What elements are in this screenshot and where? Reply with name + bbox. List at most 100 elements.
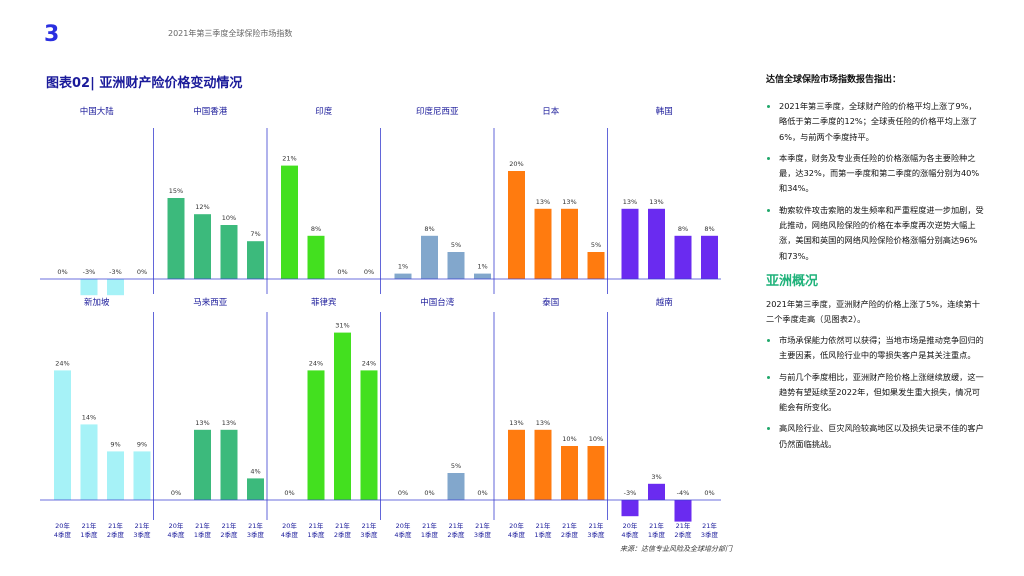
panel-title: 中国台湾 xyxy=(420,297,455,308)
tick-label: 1季度 xyxy=(534,530,552,539)
panel-title: 越南 xyxy=(656,297,673,308)
tick-label: 20年 xyxy=(396,521,411,530)
section-title: 亚洲概况 xyxy=(766,273,819,289)
tick-label: 2季度 xyxy=(334,530,352,539)
data-label: 5% xyxy=(451,241,461,249)
tick-label: 2季度 xyxy=(674,530,692,539)
bar xyxy=(247,241,264,279)
tick-label: 21年 xyxy=(676,521,691,530)
data-label: 13% xyxy=(623,198,637,206)
bar xyxy=(394,273,412,279)
tick-label: 21年 xyxy=(589,521,604,530)
panel-title: 中国香港 xyxy=(193,106,228,117)
bar xyxy=(648,208,665,279)
bar xyxy=(307,370,325,500)
tick-label: 3季度 xyxy=(247,530,265,539)
tick-label: 3季度 xyxy=(701,530,719,539)
tick-label: 2季度 xyxy=(107,530,125,539)
data-label: 10% xyxy=(589,435,603,443)
panel-title: 韩国 xyxy=(656,106,673,117)
bar xyxy=(508,171,525,279)
bar xyxy=(621,500,639,517)
data-label: 0% xyxy=(284,489,294,497)
bar xyxy=(561,446,578,500)
data-label: 31% xyxy=(335,322,349,330)
tick-label: 3季度 xyxy=(587,530,605,539)
bar xyxy=(674,500,692,522)
data-label: 13% xyxy=(509,419,523,427)
data-label: 1% xyxy=(477,263,487,271)
tick-label: 21年 xyxy=(195,521,210,530)
panel-title: 泰国 xyxy=(542,297,559,308)
tick-label: 21年 xyxy=(82,521,97,530)
data-label: 24% xyxy=(362,359,376,367)
tick-label: 2季度 xyxy=(220,530,238,539)
tick-label: 21年 xyxy=(135,521,150,530)
tick-label: 21年 xyxy=(362,521,377,530)
bar xyxy=(334,332,351,500)
data-label: 10% xyxy=(562,435,576,443)
data-label: 14% xyxy=(82,413,96,421)
tick-label: 21年 xyxy=(449,521,464,530)
bar xyxy=(220,429,238,500)
bar xyxy=(701,235,718,279)
data-label: 20% xyxy=(509,160,523,168)
bar xyxy=(587,252,605,279)
data-label: 13% xyxy=(536,198,550,206)
tick-label: 2季度 xyxy=(561,530,579,539)
panel-title: 菲律宾 xyxy=(311,297,337,308)
data-label: -3% xyxy=(109,268,122,276)
tick-label: 3季度 xyxy=(133,530,151,539)
bar xyxy=(508,429,525,500)
data-label: -3% xyxy=(624,489,637,497)
bar xyxy=(194,429,211,500)
bullet-icon xyxy=(767,208,770,212)
bar xyxy=(194,214,211,279)
data-label: 13% xyxy=(649,198,663,206)
key-findings-list: 2021年第三季度，全球财产险的价格平均上涨了9%，略低于第二季度的12%；全球… xyxy=(766,99,984,264)
data-label: 0% xyxy=(424,489,434,497)
tick-label: 21年 xyxy=(475,521,490,530)
bullet-icon xyxy=(767,156,770,160)
data-label: 0% xyxy=(477,489,487,497)
panel-title: 中国大陆 xyxy=(80,106,115,117)
tick-label: 21年 xyxy=(335,521,350,530)
asia-overview-list: 市场承保能力依然可以获得；当地市场是推动竞争回归的主要因素，低风险行业中的零损失… xyxy=(766,333,984,452)
bar xyxy=(220,225,238,279)
data-label: 10% xyxy=(222,214,236,222)
data-label: 15% xyxy=(169,187,183,195)
tick-label: 4季度 xyxy=(394,530,412,539)
header-title: 2021年第三季度全球保险市场指数 xyxy=(168,29,293,38)
data-label: 8% xyxy=(311,225,321,233)
data-label: 12% xyxy=(195,203,209,211)
data-label: 13% xyxy=(222,419,236,427)
bar xyxy=(648,483,665,500)
data-label: 5% xyxy=(451,462,461,470)
bar xyxy=(360,370,378,500)
bullet-icon xyxy=(767,427,770,431)
bar xyxy=(421,235,438,279)
bar xyxy=(54,370,71,500)
data-label: 21% xyxy=(282,155,296,163)
bar xyxy=(247,478,264,500)
bar xyxy=(80,424,98,500)
bullet-icon xyxy=(767,338,770,342)
asia-property-price-chart: 中国大陆 0% -3% -3% 0% 中国香港 15% 12% 10% 7% 印度 21% 8% 0% 0%… xyxy=(40,106,721,539)
panel-title: 日本 xyxy=(542,106,560,117)
data-label: 0% xyxy=(704,489,714,497)
tick-label: 21年 xyxy=(248,521,263,530)
tick-label: 3季度 xyxy=(474,530,492,539)
data-label: 0% xyxy=(57,268,67,276)
bar xyxy=(447,252,465,279)
bar xyxy=(587,446,605,500)
bar xyxy=(534,208,552,279)
tick-label: 20年 xyxy=(169,521,184,530)
list-item: 勒索软件攻击索赔的发生频率和严重程度进一步加剧，受此推动，网络风险保险的价格在本… xyxy=(766,203,984,264)
list-item: 2021年第三季度，全球财产险的价格平均上涨了9%，略低于第二季度的12%；全球… xyxy=(766,99,984,145)
data-label: 13% xyxy=(562,198,576,206)
data-label: 8% xyxy=(704,225,714,233)
bar xyxy=(474,273,491,279)
tick-label: 1季度 xyxy=(80,530,98,539)
bar xyxy=(447,473,465,500)
bar xyxy=(107,279,124,296)
